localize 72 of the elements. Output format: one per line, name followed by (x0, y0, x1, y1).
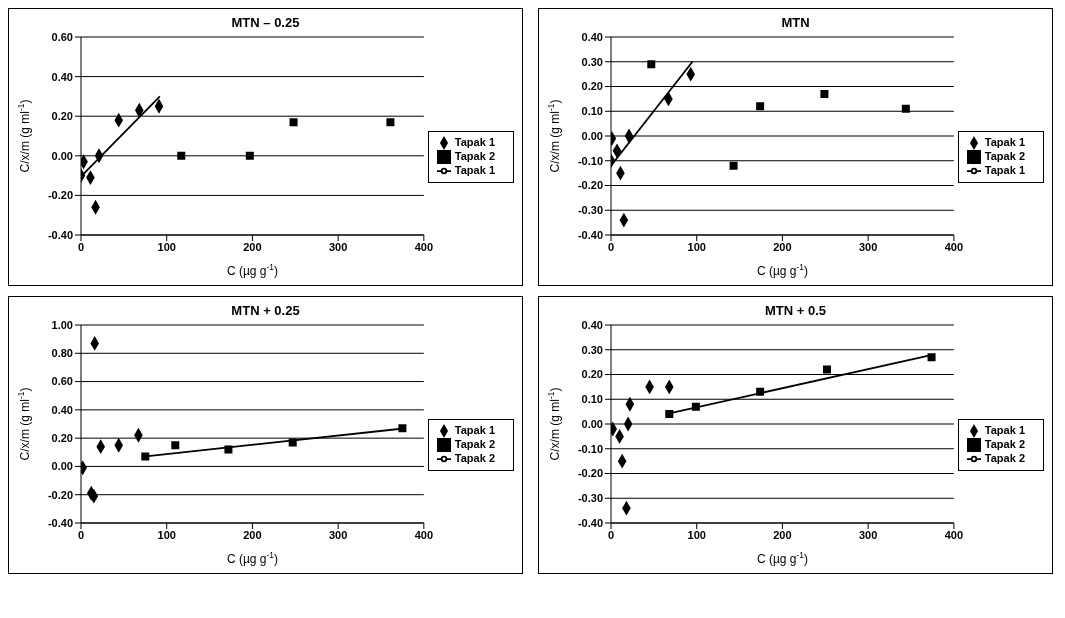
x-tick-label: 100 (687, 240, 706, 253)
legend-label: Tapak 1 (454, 135, 495, 148)
y-tick-label: 0.20 (51, 432, 73, 445)
y-tick-label: 1.00 (51, 318, 73, 331)
x-tick-label: 200 (243, 240, 262, 253)
x-tick-label: 200 (243, 528, 262, 541)
legend-label: Tapak 2 (984, 452, 1025, 465)
x-tick-label: 200 (773, 528, 792, 541)
legend-label: Tapak 2 (454, 452, 495, 465)
legend-label: Tapak 1 (984, 135, 1025, 148)
chart-title: MTN + 0.5 (763, 302, 827, 319)
y-tick-label: -0.20 (577, 179, 603, 192)
legend-label: Tapak 1 (454, 423, 495, 436)
y-tick-label: 0.60 (51, 30, 73, 43)
y-tick-label: 0.40 (51, 403, 73, 416)
legend-label: Tapak 1 (984, 423, 1025, 436)
y-tick-label: -0.40 (47, 228, 73, 241)
y-tick-label: 0.40 (51, 70, 73, 83)
x-tick-label: 400 (944, 240, 964, 253)
y-tick-label: 0.30 (581, 343, 603, 356)
legend-label: Tapak 1 (984, 164, 1025, 177)
y-tick-label: 0.20 (581, 368, 603, 381)
x-tick-label: 400 (414, 240, 434, 253)
y-tick-label: 0.00 (581, 417, 603, 430)
y-tick-label: -0.30 (577, 492, 603, 505)
y-tick-label: 0.00 (581, 129, 603, 142)
chart-title: MTN – 0.25 (230, 14, 301, 31)
x-tick-label: 300 (858, 528, 878, 541)
x-axis-title: C (µg g$^{-1}$) (226, 550, 278, 566)
legend-label: Tapak 2 (984, 437, 1025, 450)
y-tick-label: 0.20 (581, 80, 603, 93)
x-tick-label: 100 (687, 528, 706, 541)
x-tick-label: 0 (607, 528, 615, 541)
chart-title: MTN + 0.25 (230, 302, 301, 319)
legend-label: Tapak 2 (454, 437, 495, 450)
legend-label: Tapak 2 (984, 149, 1025, 162)
x-tick-label: 300 (328, 240, 348, 253)
y-tick-label: -0.30 (577, 204, 603, 217)
x-tick-label: 400 (944, 528, 964, 541)
y-tick-label: 0.00 (51, 460, 73, 473)
x-tick-label: 0 (77, 528, 85, 541)
x-axis-title: C (µg g$^{-1}$) (756, 262, 808, 278)
x-tick-label: 400 (414, 528, 434, 541)
x-tick-label: 100 (157, 528, 176, 541)
x-tick-label: 0 (607, 240, 615, 253)
y-tick-label: 0.10 (581, 393, 603, 406)
y-tick-label: 0.30 (581, 55, 603, 68)
x-axis-title: C (µg g$^{-1}$) (756, 550, 808, 566)
y-tick-label: 0.60 (51, 375, 73, 388)
y-tick-label: -0.40 (577, 516, 603, 529)
y-tick-label: -0.10 (577, 154, 603, 167)
y-tick-label: -0.20 (47, 488, 73, 501)
y-tick-label: 0.40 (581, 318, 603, 331)
legend-label: Tapak 1 (454, 164, 495, 177)
y-tick-label: -0.10 (577, 442, 603, 455)
legend-label: Tapak 2 (454, 149, 495, 162)
y-tick-label: 0.20 (51, 110, 73, 123)
y-tick-label: -0.40 (577, 228, 603, 241)
y-tick-label: -0.40 (47, 516, 73, 529)
y-tick-label: -0.20 (47, 189, 73, 202)
x-axis-title: C (µg g$^{-1}$) (226, 262, 278, 278)
chart-title: MTN (780, 14, 811, 31)
x-tick-label: 0 (77, 240, 85, 253)
x-tick-label: 200 (773, 240, 792, 253)
y-tick-label: -0.20 (577, 467, 603, 480)
y-tick-label: 0.40 (581, 30, 603, 43)
y-tick-label: 0.10 (581, 105, 603, 118)
x-tick-label: 300 (328, 528, 348, 541)
x-tick-label: 100 (157, 240, 176, 253)
y-tick-label: 0.00 (51, 149, 73, 162)
y-tick-label: 0.80 (51, 347, 73, 360)
x-tick-label: 300 (858, 240, 878, 253)
